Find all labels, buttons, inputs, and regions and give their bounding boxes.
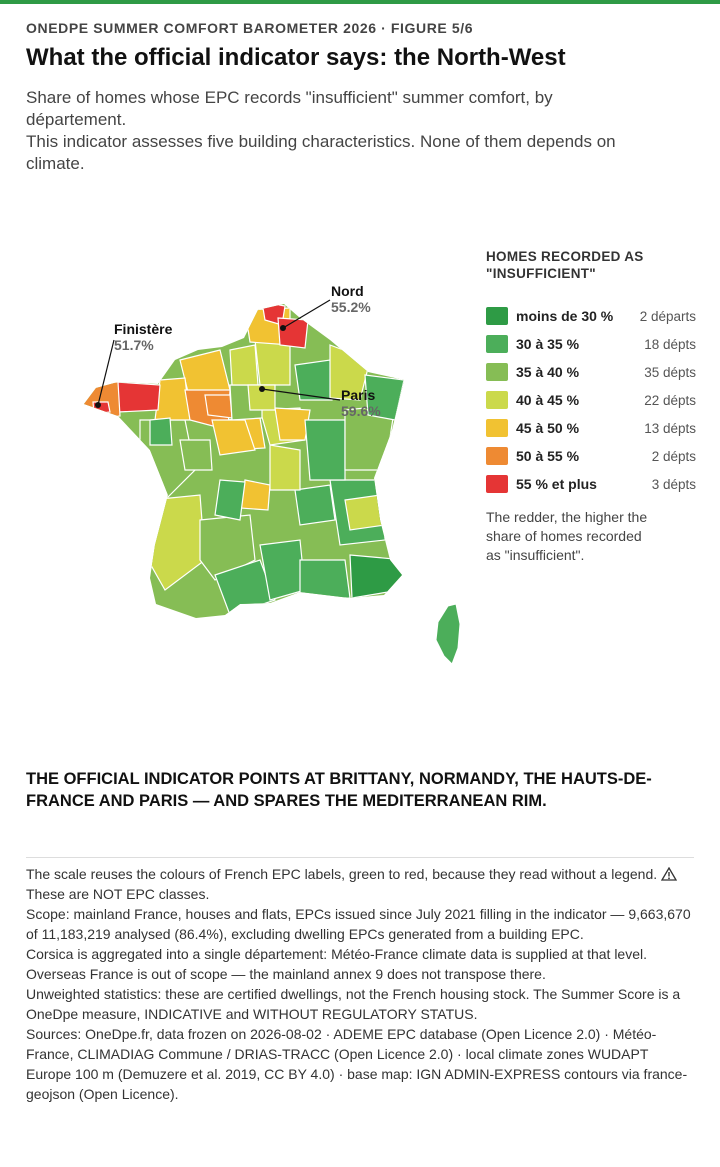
- legend-swatch: [486, 475, 508, 493]
- figure-kicker: ONEDPE SUMMER COMFORT BAROMETER 2026 · F…: [26, 20, 474, 36]
- legend-label: moins de 30 %: [516, 308, 614, 324]
- legend-item: 55 % et plus 3 dépts: [486, 470, 696, 498]
- subtitle: Share of homes whose EPC records "insuff…: [26, 87, 626, 175]
- legend-title: HOMES RECORDED AS "INSUFFICIENT": [486, 249, 644, 281]
- legend-label: 50 à 55 %: [516, 448, 580, 464]
- legend: moins de 30 % 2 départs 30 à 35 % 18 dép…: [486, 302, 696, 498]
- legend-item: 30 à 35 % 18 dépts: [486, 330, 696, 358]
- legend-count: 2 départs: [639, 308, 696, 324]
- footnote-colours: The scale reuses the colours of French E…: [26, 864, 696, 904]
- legend-label: 40 à 45 %: [516, 392, 580, 408]
- paris-marker: [259, 386, 265, 392]
- legend-item: moins de 30 % 2 départs: [486, 302, 696, 330]
- legend-swatch: [486, 419, 508, 437]
- footnote-sources: Sources: OneDpe.fr, data frozen on 2026-…: [26, 1026, 688, 1102]
- legend-label: 45 à 50 %: [516, 420, 580, 436]
- legend-count: 3 dépts: [651, 476, 696, 492]
- footnote-statistics: Unweighted statistics: these are certifi…: [26, 986, 681, 1022]
- page-title: What the official indicator says: the No…: [26, 44, 566, 71]
- legend-count: 2 dépts: [651, 448, 696, 464]
- footnotes: The scale reuses the colours of French E…: [26, 864, 696, 1104]
- paris-leader-line: [261, 388, 341, 401]
- paris-label: Paris: [341, 387, 375, 403]
- legend-item: 45 à 50 % 13 dépts: [486, 414, 696, 442]
- finistere-marker: [95, 402, 101, 408]
- legend-swatch: [486, 447, 508, 465]
- paris-value: 59.6%: [341, 403, 381, 419]
- footnote-colours-text: The scale reuses the colours of French E…: [26, 866, 658, 882]
- legend-label: 35 à 40 %: [516, 364, 580, 380]
- legend-item: 35 à 40 % 35 dépts: [486, 358, 696, 386]
- legend-item: 50 à 55 % 2 dépts: [486, 442, 696, 470]
- nord-label: Nord: [331, 283, 364, 299]
- subtitle-line-1: Share of homes whose EPC records "insuff…: [26, 88, 553, 129]
- legend-swatch: [486, 363, 508, 381]
- top-accent-bar: [0, 0, 720, 4]
- footnote-corsica: Corsica is aggregated into a single dépa…: [26, 946, 648, 982]
- legend-swatch: [486, 391, 508, 409]
- legend-count: 13 dépts: [644, 420, 696, 436]
- legend-count: 22 dépts: [644, 392, 696, 408]
- legend-label: 55 % et plus: [516, 476, 597, 492]
- legend-item: 40 à 45 % 22 dépts: [486, 386, 696, 414]
- finistere-label: Finistère: [114, 321, 173, 337]
- headline: THE OFFICIAL INDICATOR POINTS AT BRITTAN…: [26, 770, 652, 810]
- finistere-leader-line: [97, 339, 115, 406]
- legend-label: 30 à 35 %: [516, 336, 580, 352]
- subtitle-line-2: This indicator assesses five building ch…: [26, 132, 616, 173]
- legend-swatch: [486, 335, 508, 353]
- finistere-value: 51.7%: [114, 337, 154, 353]
- nord-leader-line: [282, 299, 331, 329]
- nord-marker: [280, 325, 286, 331]
- divider: [26, 857, 694, 858]
- legend-swatch: [486, 307, 508, 325]
- legend-count: 35 dépts: [644, 364, 696, 380]
- nord-value: 55.2%: [331, 299, 371, 315]
- legend-count: 18 dépts: [644, 336, 696, 352]
- footnote-scope: Scope: mainland France, houses and flats…: [26, 906, 691, 942]
- warning-icon: [661, 867, 678, 881]
- legend-note: The redder, the higher the share of home…: [486, 509, 648, 563]
- footnote-not-epc: These are NOT EPC classes.: [26, 886, 210, 902]
- france-choropleth-map: Nord 55.2% Finistère 51.7% Paris 59.6%: [84, 283, 461, 665]
